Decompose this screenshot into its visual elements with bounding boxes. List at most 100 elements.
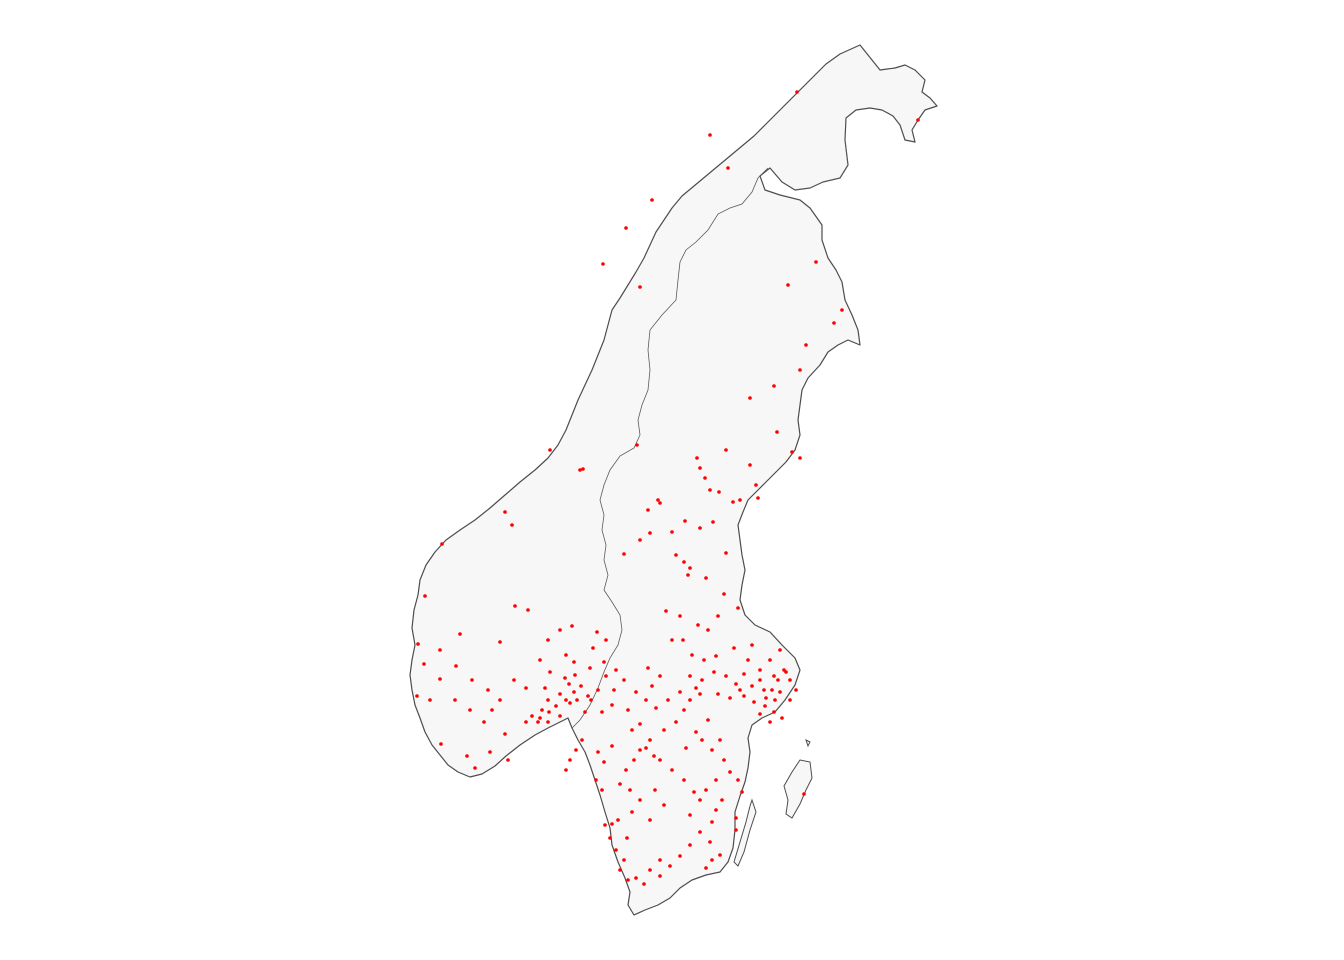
observation-point	[652, 754, 656, 758]
observation-point	[510, 523, 514, 527]
observation-point	[638, 285, 642, 289]
observation-point	[804, 343, 808, 347]
observation-point	[548, 448, 552, 452]
observation-point	[465, 754, 469, 758]
observation-point	[586, 694, 590, 698]
observation-point	[698, 692, 702, 696]
observation-point	[710, 820, 714, 824]
observation-point	[664, 609, 668, 613]
observation-point	[473, 766, 477, 770]
observation-point	[752, 700, 756, 704]
observation-point	[440, 542, 444, 546]
observation-point	[756, 496, 760, 500]
observation-point	[717, 490, 721, 494]
observation-point	[738, 688, 742, 692]
observation-point	[650, 198, 654, 202]
observation-point	[778, 648, 782, 652]
observation-point	[778, 690, 782, 694]
observation-point	[748, 396, 752, 400]
observation-point	[726, 166, 730, 170]
observation-point	[738, 498, 742, 502]
observation-point	[454, 664, 458, 668]
observation-point	[702, 658, 706, 662]
observation-point	[538, 658, 542, 662]
observation-point	[734, 682, 738, 686]
observation-point	[683, 519, 687, 523]
observation-point	[540, 708, 544, 712]
observation-point	[638, 538, 642, 542]
observation-point	[438, 677, 442, 681]
observation-point	[731, 500, 735, 504]
observation-point	[572, 690, 576, 694]
observation-point	[740, 790, 744, 794]
observation-point	[666, 698, 670, 702]
observation-point	[602, 660, 606, 664]
observation-point	[648, 818, 652, 822]
observation-point	[728, 696, 732, 700]
observation-point	[458, 632, 462, 636]
observation-point	[564, 768, 568, 772]
landmass-norway-sweden	[409, 44, 938, 916]
points-layer	[415, 90, 920, 886]
observation-point	[720, 798, 724, 802]
observation-point	[618, 868, 622, 872]
observation-point	[662, 728, 666, 732]
observation-point	[498, 640, 502, 644]
observation-point	[558, 692, 562, 696]
observation-point	[670, 530, 674, 534]
observation-point	[684, 746, 688, 750]
observation-point	[688, 813, 692, 817]
observation-point	[698, 466, 702, 470]
observation-point	[653, 788, 657, 792]
observation-point	[524, 686, 528, 690]
observation-point	[594, 778, 598, 782]
observation-point	[634, 876, 638, 880]
observation-point	[773, 698, 777, 702]
observation-point	[650, 684, 654, 688]
observation-point	[554, 704, 558, 708]
observation-point	[678, 854, 682, 858]
observation-point	[694, 686, 698, 690]
observation-point	[506, 758, 510, 762]
observation-point	[503, 732, 507, 736]
observation-point	[703, 476, 707, 480]
observation-point	[782, 668, 786, 672]
observation-point	[688, 674, 692, 678]
observation-point	[704, 576, 708, 580]
observation-point	[746, 658, 750, 662]
observation-point	[734, 816, 738, 820]
observation-point	[742, 672, 746, 676]
observation-point	[688, 843, 692, 847]
observation-point	[614, 668, 618, 672]
observation-point	[662, 803, 666, 807]
observation-point	[634, 690, 638, 694]
observation-point	[546, 698, 550, 702]
observation-point	[722, 758, 726, 762]
observation-point	[698, 830, 702, 834]
observation-point	[802, 792, 806, 796]
island-gotland	[783, 759, 813, 819]
observation-point	[428, 698, 432, 702]
observation-point	[728, 770, 732, 774]
observation-point	[470, 678, 474, 682]
observation-point	[488, 750, 492, 754]
observation-point	[579, 684, 583, 688]
observation-point	[644, 698, 648, 702]
observation-point	[543, 686, 547, 690]
observation-point	[748, 463, 752, 467]
observation-point	[718, 853, 722, 857]
observation-point	[780, 716, 784, 720]
observation-point	[624, 768, 628, 772]
observation-point	[658, 674, 662, 678]
observation-point	[772, 674, 776, 678]
observation-point	[750, 684, 754, 688]
observation-point	[575, 698, 579, 702]
observation-point	[595, 630, 599, 634]
observation-point	[706, 718, 710, 722]
observation-point	[498, 698, 502, 702]
observation-point	[625, 836, 629, 840]
island-oland	[733, 798, 757, 867]
observation-point	[630, 810, 634, 814]
observation-point	[674, 720, 678, 724]
